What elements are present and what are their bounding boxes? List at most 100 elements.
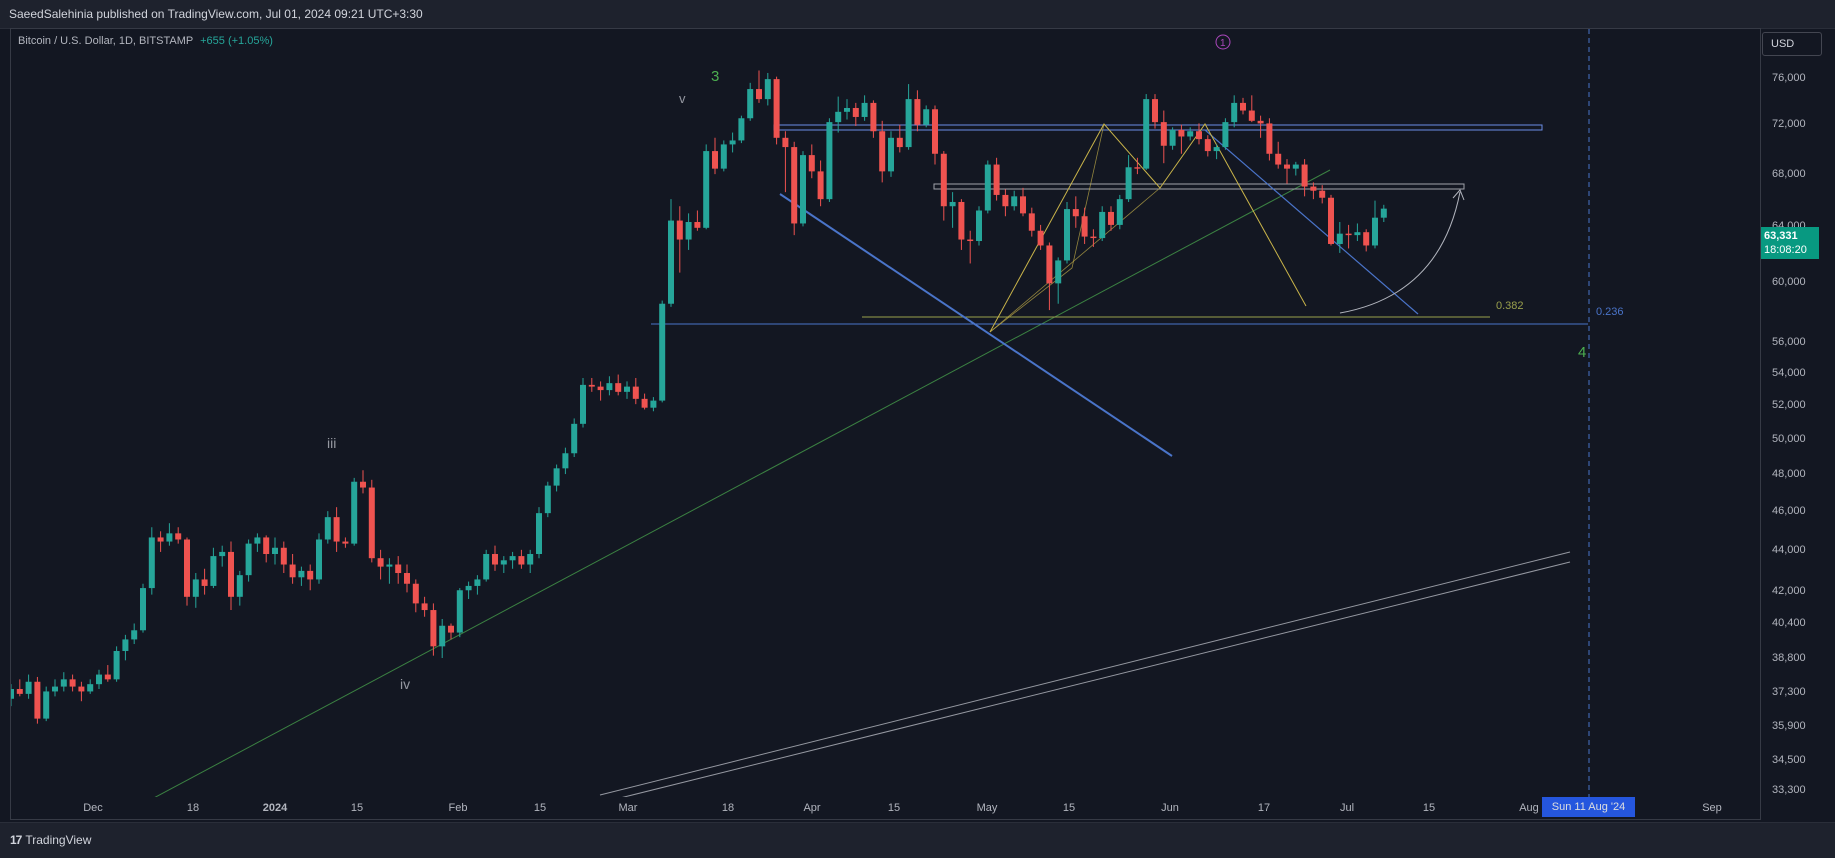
candle-body[interactable]	[1081, 216, 1088, 237]
candle-body[interactable]	[421, 603, 428, 611]
candle-body[interactable]	[1240, 102, 1246, 111]
candle-body[interactable]	[544, 485, 551, 514]
mid-resistance-zone[interactable]	[933, 183, 1465, 190]
candle-body[interactable]	[52, 686, 58, 692]
candle-body[interactable]	[157, 537, 164, 542]
candle-body[interactable]	[1116, 199, 1123, 225]
candle-body[interactable]	[148, 537, 155, 589]
candle-body[interactable]	[1037, 230, 1044, 246]
green-trendline[interactable]	[150, 169, 1331, 800]
candle-body[interactable]	[254, 537, 261, 544]
candle-body[interactable]	[1187, 131, 1194, 137]
candle-body[interactable]	[1152, 99, 1158, 123]
candle-body[interactable]	[1160, 122, 1167, 146]
candle-body[interactable]	[756, 89, 762, 100]
candle-body[interactable]	[676, 220, 683, 240]
candle-body[interactable]	[1099, 211, 1106, 239]
candle-body[interactable]	[562, 453, 569, 469]
blue-trendline-short[interactable]	[1204, 129, 1419, 315]
candle-body[interactable]	[1319, 190, 1326, 198]
candle-body[interactable]	[1046, 245, 1053, 284]
candle-body[interactable]	[60, 679, 67, 687]
candle-body[interactable]	[782, 137, 789, 148]
candle-body[interactable]	[1363, 232, 1370, 246]
candle-body[interactable]	[720, 144, 727, 169]
candle-body[interactable]	[87, 684, 94, 692]
candle-body[interactable]	[641, 398, 648, 408]
candle-body[interactable]	[368, 487, 375, 559]
candle-body[interactable]	[280, 547, 287, 565]
candle-body[interactable]	[1169, 129, 1176, 146]
candle-body[interactable]	[377, 558, 384, 567]
candle-body[interactable]	[184, 539, 190, 597]
candle-body[interactable]	[993, 164, 1000, 195]
candle-body[interactable]	[1345, 233, 1352, 236]
candle-body[interactable]	[835, 111, 842, 123]
wave-label-iv[interactable]: iv	[400, 676, 410, 692]
symbol-title[interactable]: Bitcoin / U.S. Dollar, 1D, BITSTAMP	[18, 35, 194, 47]
candle-body[interactable]	[800, 155, 806, 224]
candle-body[interactable]	[500, 560, 507, 565]
candle-body[interactable]	[571, 423, 578, 454]
candle-body[interactable]	[1134, 167, 1141, 169]
candle-body[interactable]	[360, 481, 366, 488]
harmonic-pattern-b[interactable]	[989, 123, 1105, 333]
candle-body[interactable]	[1143, 99, 1150, 169]
candle-body[interactable]	[1231, 102, 1238, 123]
candle-body[interactable]	[492, 554, 498, 565]
candle-body[interactable]	[201, 579, 208, 586]
candle-body[interactable]	[791, 147, 798, 224]
candle-body[interactable]	[1380, 208, 1387, 218]
candle-body[interactable]	[1196, 131, 1202, 140]
candle-body[interactable]	[1011, 196, 1018, 207]
harmonic-pattern-c[interactable]	[989, 187, 1161, 333]
candle-body[interactable]	[606, 383, 613, 391]
candle-body[interactable]	[1275, 153, 1282, 165]
blue-trendline-long[interactable]	[779, 193, 1173, 457]
candle-body[interactable]	[298, 570, 305, 578]
candle-body[interactable]	[1125, 167, 1132, 200]
candle-body[interactable]	[474, 579, 481, 586]
candle-body[interactable]	[615, 383, 622, 392]
wave-label-4[interactable]: 4	[1578, 344, 1586, 361]
wave-label-iii[interactable]: iii	[327, 435, 336, 451]
candle-body[interactable]	[764, 79, 771, 100]
candle-body[interactable]	[712, 151, 718, 169]
candle-body[interactable]	[175, 533, 182, 540]
candle-body[interactable]	[245, 543, 252, 576]
candle-body[interactable]	[659, 303, 666, 401]
candle-body[interactable]	[34, 681, 41, 719]
candle-body[interactable]	[808, 155, 815, 172]
candle-body[interactable]	[1213, 147, 1220, 152]
candle-body[interactable]	[1178, 129, 1185, 137]
candle-body[interactable]	[219, 551, 226, 557]
candle-body[interactable]	[580, 384, 586, 424]
candle-body[interactable]	[456, 590, 463, 633]
candle-body[interactable]	[1310, 186, 1317, 191]
candle-body[interactable]	[113, 650, 120, 680]
candle-body[interactable]	[527, 554, 534, 565]
candle-body[interactable]	[1055, 260, 1062, 284]
candle-body[interactable]	[122, 639, 129, 651]
candle-body[interactable]	[984, 164, 991, 211]
price-axis[interactable]: 76,00072,00068,00064,00060,00056,00054,0…	[1772, 72, 1806, 796]
candle-body[interactable]	[1328, 197, 1334, 244]
candle-body[interactable]	[483, 554, 490, 580]
candle-body[interactable]	[914, 99, 921, 125]
candle-body[interactable]	[104, 674, 111, 680]
candle-body[interactable]	[351, 481, 358, 544]
candle-body[interactable]	[738, 118, 745, 141]
candle-body[interactable]	[1002, 194, 1009, 207]
candle-body[interactable]	[1222, 122, 1229, 148]
candle-body[interactable]	[307, 570, 314, 580]
candle-body[interactable]	[1248, 110, 1255, 121]
candle-body[interactable]	[1108, 211, 1114, 225]
candle-body[interactable]	[8, 689, 14, 699]
candle-body[interactable]	[69, 679, 76, 687]
candle-body[interactable]	[896, 137, 903, 148]
candle-body[interactable]	[289, 564, 296, 578]
candle-body[interactable]	[16, 689, 23, 694]
candle-body[interactable]	[747, 89, 754, 119]
candle-body[interactable]	[324, 517, 331, 540]
